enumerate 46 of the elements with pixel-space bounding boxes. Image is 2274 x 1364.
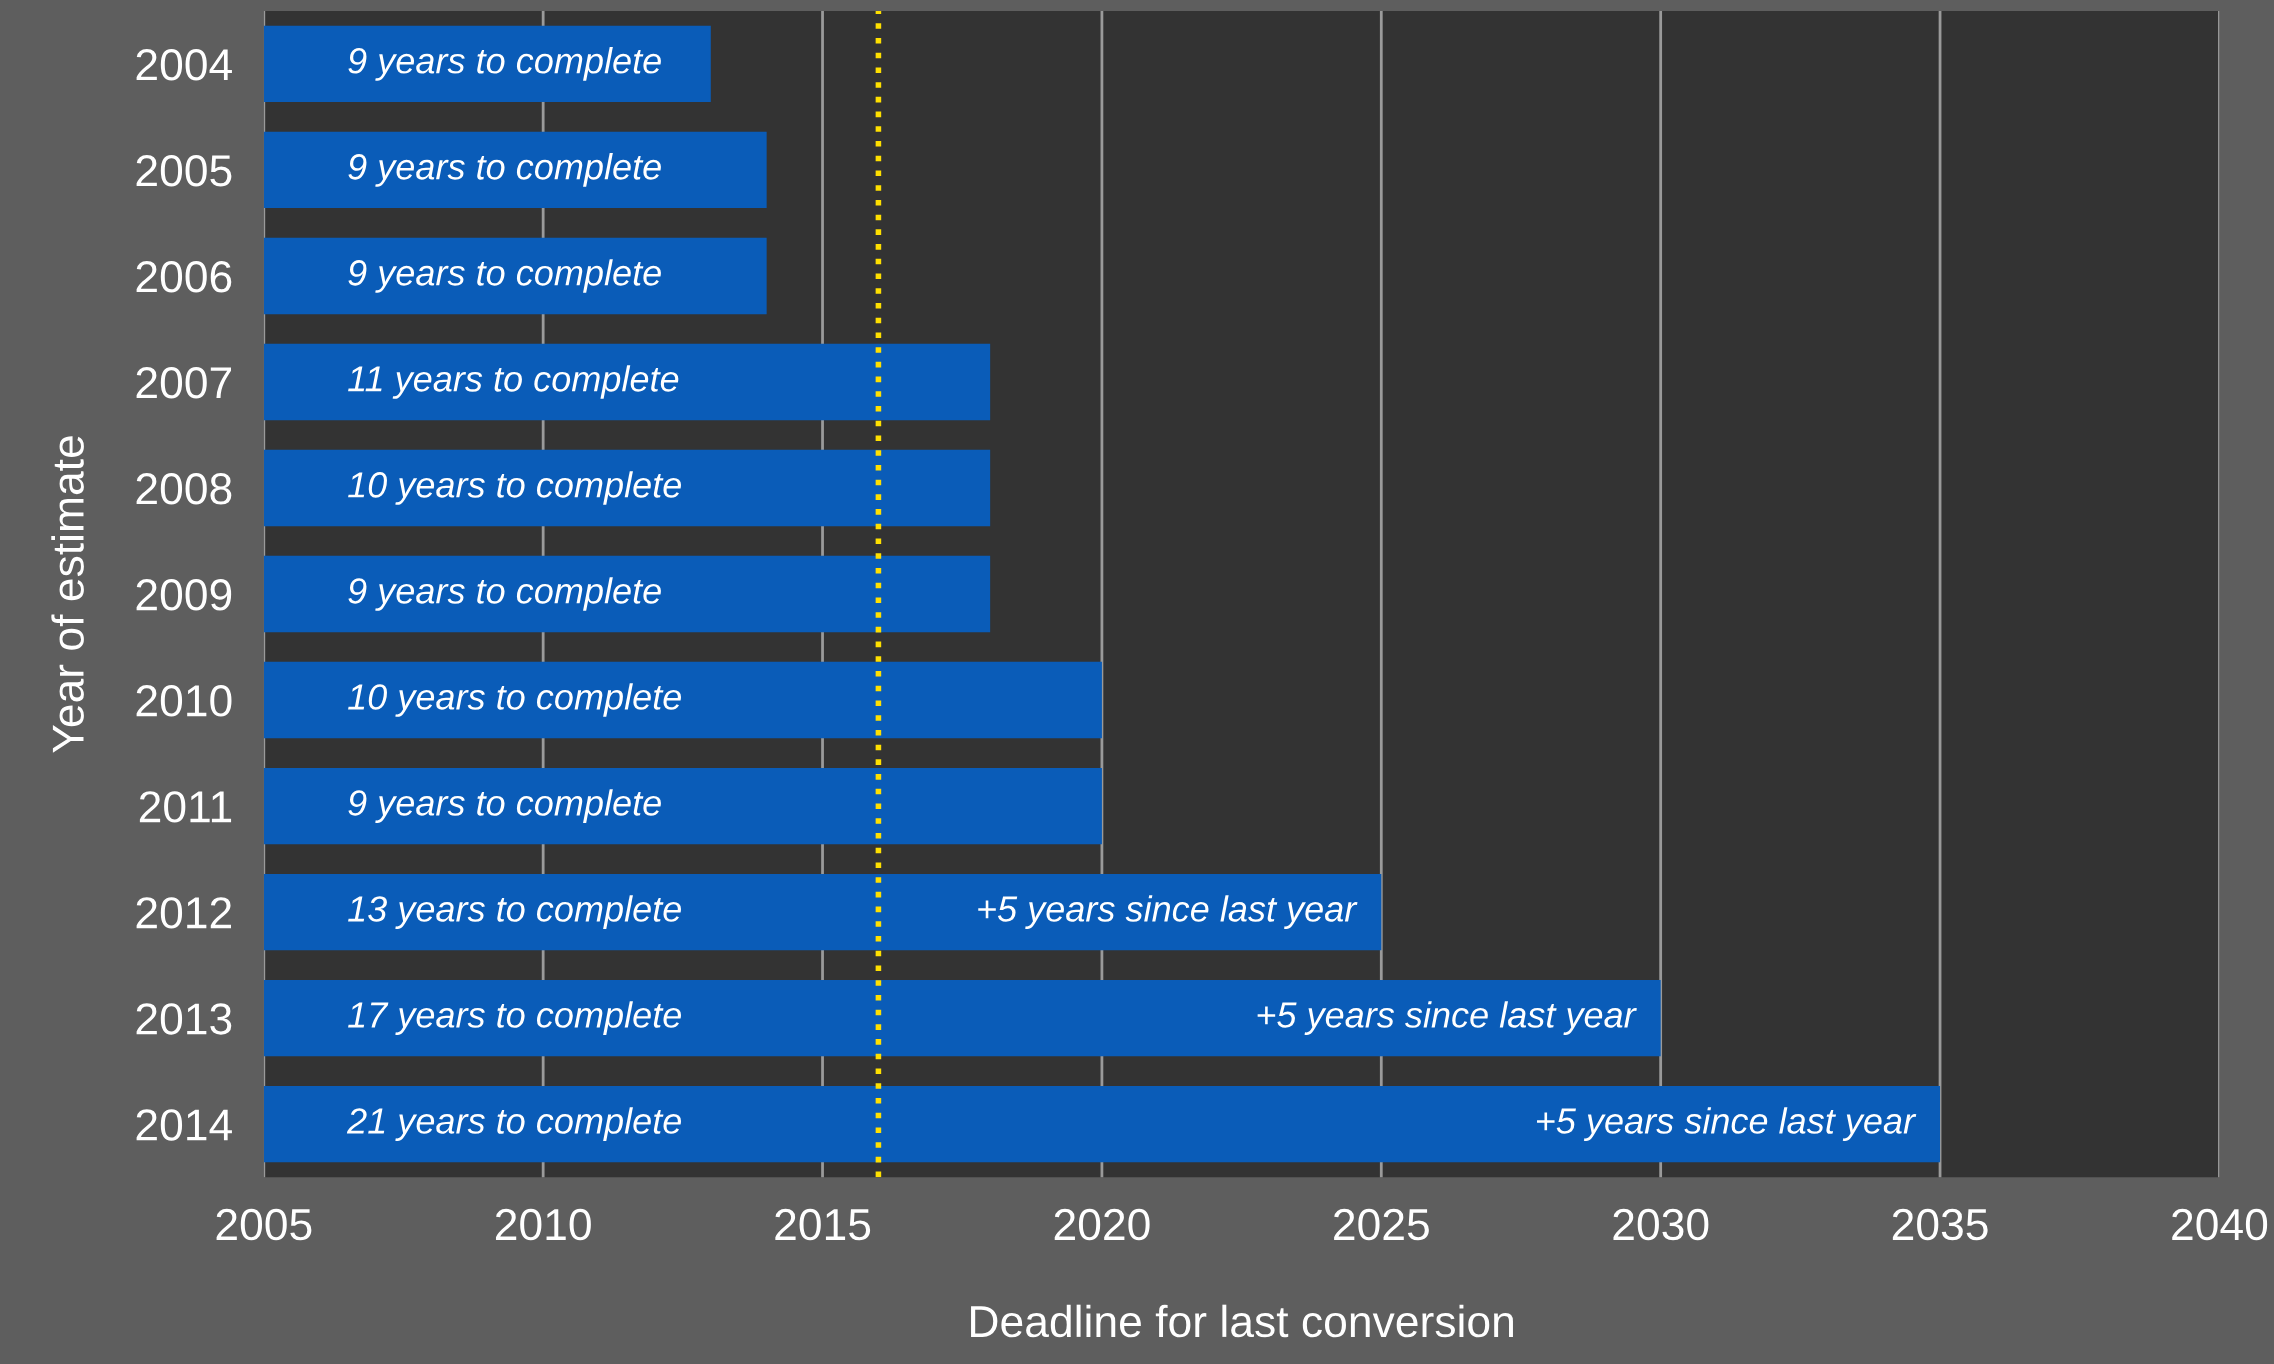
y-tick-label: 2011 xyxy=(139,791,232,823)
annotation: 21 years to complete xyxy=(346,1107,681,1141)
y-tick-label: 2009 xyxy=(136,579,232,611)
annotation: +5 years since last year xyxy=(978,895,1358,929)
bar xyxy=(263,25,711,103)
annotation: 10 years to complete xyxy=(348,471,681,505)
x-tick-label: 2020 xyxy=(1054,1208,1150,1241)
bar xyxy=(263,343,991,421)
x-tick-label: 2035 xyxy=(1892,1208,1988,1241)
annotation: 11 years to complete xyxy=(348,365,679,399)
y-tick-label: 2008 xyxy=(136,473,232,505)
annotation: 10 years to complete xyxy=(348,683,681,717)
annotation: 9 years to complete xyxy=(348,577,661,611)
bar xyxy=(263,979,1661,1057)
y-tick-label: 2012 xyxy=(136,897,232,929)
bar xyxy=(263,449,991,527)
x-tick-label: 2010 xyxy=(495,1208,591,1241)
x-tick-label: 2015 xyxy=(775,1208,871,1241)
y-tick-label: 2014 xyxy=(136,1109,232,1141)
x-tick-label: 2005 xyxy=(216,1208,312,1241)
x-tick-label: 2030 xyxy=(1613,1208,1709,1241)
bar xyxy=(263,237,767,315)
annotation: +5 years since last year xyxy=(1257,1001,1637,1035)
y-tick-label: 2013 xyxy=(136,1003,232,1035)
annotation: 13 years to complete xyxy=(348,895,681,929)
x-axis-title: Deadline for last conversion xyxy=(971,1304,1513,1338)
annotation: 9 years to complete xyxy=(348,259,661,293)
bar xyxy=(263,131,767,209)
bar xyxy=(263,873,1382,951)
x-tick-label: 2040 xyxy=(2172,1208,2268,1241)
bar xyxy=(263,661,1102,739)
annotation: 9 years to complete xyxy=(348,789,661,823)
bar xyxy=(263,767,1102,845)
y-axis-title: Year of estimate xyxy=(51,436,84,753)
annotation: 9 years to complete xyxy=(348,153,661,187)
annotation: 17 years to complete xyxy=(348,1001,681,1035)
bar xyxy=(263,1085,1941,1163)
bar xyxy=(263,555,991,633)
y-tick-label: 2006 xyxy=(136,261,232,293)
x-tick-label: 2025 xyxy=(1334,1208,1429,1241)
y-tick-label: 2007 xyxy=(136,367,232,399)
y-tick-label: 2005 xyxy=(136,155,232,187)
y-tick-label: 2010 xyxy=(136,685,232,717)
y-tick-label: 2004 xyxy=(136,48,232,81)
annotation: +5 years since last year xyxy=(1537,1107,1917,1141)
annotation: 9 years to complete xyxy=(348,47,661,81)
